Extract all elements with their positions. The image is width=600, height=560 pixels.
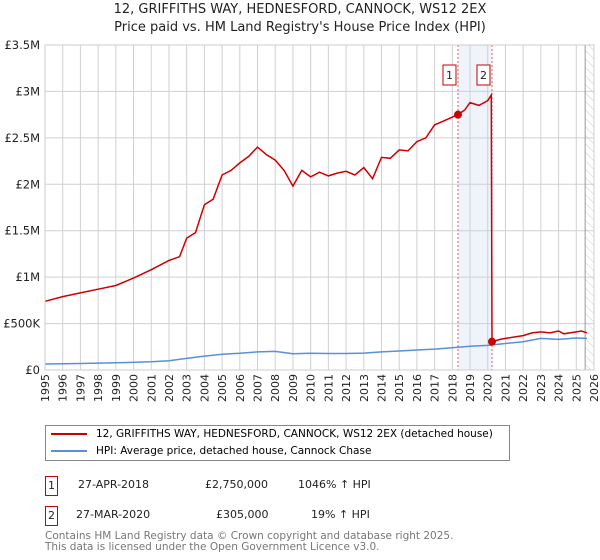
x-tick-label: 2008 [269, 374, 282, 402]
x-tick-label: 2004 [198, 374, 211, 402]
series-line [44, 92, 588, 343]
x-tick-label: 1996 [57, 374, 70, 402]
x-tick-label: 2023 [535, 374, 548, 402]
sale-period-shade [457, 45, 492, 370]
footer-line: This data is licensed under the Open Gov… [45, 541, 380, 553]
legend-item-hpi: HPI: Average price, detached house, Cann… [51, 443, 371, 459]
x-tick-label: 2022 [517, 374, 530, 402]
sale-price: £2,750,000 [205, 478, 268, 491]
x-tick-label: 2018 [446, 374, 459, 402]
y-tick-label: £2M [15, 177, 40, 191]
x-tick-label: 2001 [145, 374, 158, 402]
sale-label: 1 [446, 69, 453, 82]
y-tick-label: £3.5M [4, 38, 40, 52]
x-tick-label: 2020 [482, 374, 495, 402]
x-tick-label: 2019 [464, 374, 477, 402]
sale-marker-badge: 1 [45, 476, 58, 496]
y-tick-label: £0 [25, 363, 40, 377]
future-hatch [585, 45, 594, 370]
y-tick-label: £3M [15, 84, 40, 98]
chart-title: 12, GRIFFITHS WAY, HEDNESFORD, CANNOCK, … [113, 2, 487, 17]
x-tick-label: 2012 [340, 374, 353, 402]
x-tick-label: 2010 [305, 374, 318, 402]
x-tick-label: 1995 [39, 374, 52, 402]
legend-label: 12, GRIFFITHS WAY, HEDNESFORD, CANNOCK, … [96, 428, 493, 440]
x-tick-label: 1998 [92, 374, 105, 402]
x-tick-label: 2016 [411, 374, 424, 402]
x-tick-label: 1997 [74, 374, 87, 402]
legend-item-property: 12, GRIFFITHS WAY, HEDNESFORD, CANNOCK, … [51, 426, 493, 442]
sale-point [453, 110, 462, 119]
sale-row-1: 1 27-APR-2018 £2,750,000 1046% ↑ HPI [45, 476, 445, 496]
legend-label: HPI: Average price, detached house, Cann… [96, 445, 372, 457]
x-tick-label: 2006 [234, 374, 247, 402]
x-tick-label: 2000 [128, 374, 141, 402]
series-line [44, 337, 587, 365]
legend-swatch-blue [51, 450, 87, 452]
sale-row-2: 2 27-MAR-2020 £305,000 19% ↑ HPI [45, 506, 445, 526]
x-tick-label: 2003 [181, 374, 194, 402]
sale-point [487, 337, 496, 346]
x-tick-label: 2011 [322, 374, 335, 402]
sale-label-box [442, 64, 457, 86]
x-tick-label: 2021 [499, 374, 512, 402]
x-tick-label: 2013 [358, 374, 371, 402]
x-tick-label: 2014 [375, 374, 388, 402]
x-tick-label: 2015 [393, 374, 406, 402]
x-tick-label: 2017 [429, 374, 442, 402]
sale-price: £305,000 [216, 508, 269, 521]
y-tick-label: £1.5M [4, 224, 40, 238]
legend-swatch-red [51, 433, 87, 435]
price-chart: 1995 1996 1997 1998 1999 2000 2001 2002 2003 2004… [3, 38, 600, 402]
plot-frame [44, 44, 595, 371]
x-tick-label: 2024 [553, 374, 566, 402]
sale-hpi: 19% ↑ HPI [311, 508, 370, 521]
x-tick-label: 2002 [163, 374, 176, 402]
sale-label-box [476, 64, 491, 86]
sale-label: 2 [480, 69, 487, 82]
x-tick-label: 1999 [110, 374, 123, 402]
y-tick-label: £500K [3, 317, 40, 331]
footer-line: Contains HM Land Registry data © Crown c… [45, 530, 454, 542]
x-tick-label: 2007 [252, 374, 265, 402]
x-tick-label: 2026 [588, 374, 600, 402]
x-tick-label: 2025 [570, 374, 583, 402]
sale-date: 27-APR-2018 [78, 478, 150, 491]
legend: 12, GRIFFITHS WAY, HEDNESFORD, CANNOCK, … [45, 425, 510, 461]
sale-hpi: 1046% ↑ HPI [298, 478, 371, 491]
sale-date: 27-MAR-2020 [76, 508, 151, 521]
chart-subtitle: Price paid vs. HM Land Registry's House … [114, 20, 486, 35]
x-tick-label: 2009 [287, 374, 300, 402]
footer: Contains HM Land Registry data © Crown c… [45, 531, 453, 553]
sale-marker-badge: 2 [45, 506, 58, 526]
x-tick-label: 2005 [216, 374, 229, 402]
y-tick-label: £1M [15, 270, 40, 284]
y-tick-label: £2.5M [4, 131, 40, 145]
